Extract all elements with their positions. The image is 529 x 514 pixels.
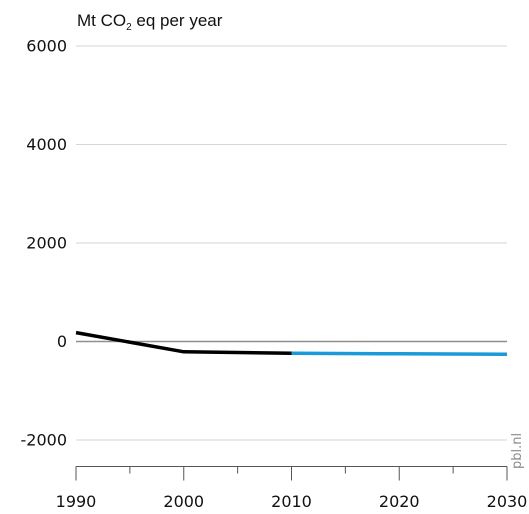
y-axis-ticks: 6000 4000 2000 0 -2000 xyxy=(21,37,68,450)
y-tick-label: 6000 xyxy=(26,37,67,56)
x-tick-label: 2030 xyxy=(487,492,528,511)
y-tick-label: 2000 xyxy=(26,234,67,253)
y-tick-label: 0 xyxy=(57,332,67,351)
x-tick-label: 2000 xyxy=(163,492,204,511)
gridlines xyxy=(76,45,507,441)
y-tick-label: -2000 xyxy=(21,431,68,450)
series-lines xyxy=(75,330,508,357)
series-line-2 xyxy=(291,351,508,357)
y-axis-unit-label: Mt CO2 eq per year xyxy=(77,11,223,33)
x-tick-label: 1990 xyxy=(56,492,97,511)
watermark: pbl.nl xyxy=(510,433,525,469)
x-axis: 1990 2000 2010 2020 2030 xyxy=(56,466,528,511)
x-tick-label: 2010 xyxy=(271,492,312,511)
x-tick-label: 2020 xyxy=(379,492,420,511)
series-line-1 xyxy=(75,330,292,356)
y-tick-label: 4000 xyxy=(26,135,67,154)
